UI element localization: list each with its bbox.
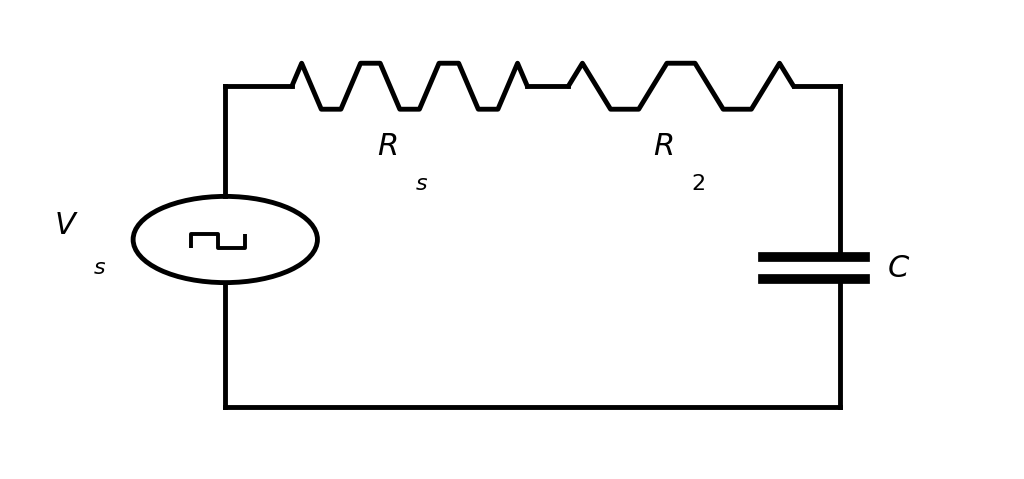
Text: $C$: $C$ <box>888 253 910 284</box>
Text: $s$: $s$ <box>93 257 105 279</box>
Text: $V$: $V$ <box>54 210 79 240</box>
Text: $s$: $s$ <box>416 173 428 195</box>
Text: $R$: $R$ <box>653 131 674 161</box>
Text: $R$: $R$ <box>377 131 397 161</box>
Text: $2$: $2$ <box>691 173 706 195</box>
